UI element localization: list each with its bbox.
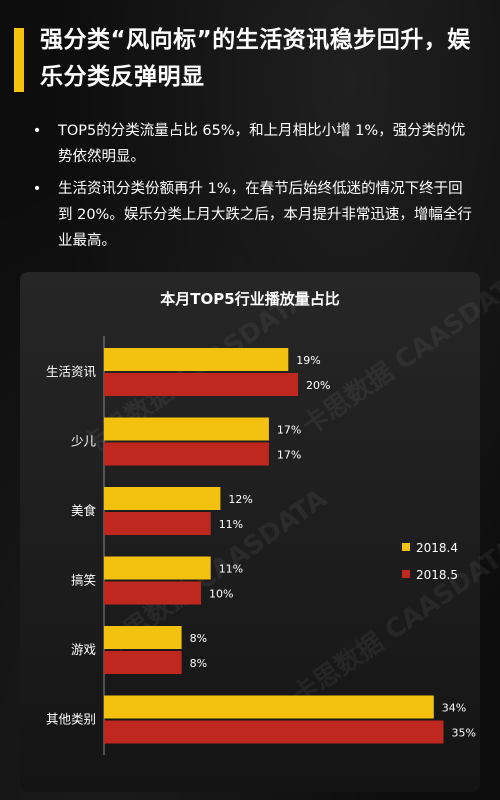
category-label: 少儿 (71, 434, 97, 449)
data-label: 11% (219, 518, 243, 531)
data-label: 35% (452, 727, 476, 740)
bullet-dot-icon: • (32, 181, 42, 197)
header: 强分类“风向标”的生活资讯稳步回升，娱乐分类反弹明显 (14, 22, 484, 96)
legend-swatch (402, 543, 410, 551)
category-label: 生活资讯 (46, 364, 97, 379)
bar-2018.4 (104, 626, 182, 649)
data-label: 20% (306, 379, 330, 392)
bullet-text: TOP5的分类流量占比 65%，和上月相比小增 1%，强分类的优势依然明显。 (58, 123, 466, 165)
chart-panel: 卡思数据 CAASDATA 卡思数据 CAASDATA 卡思数据 CAASDAT… (20, 264, 500, 792)
data-label: 8% (190, 657, 207, 670)
category-label: 其他类别 (46, 712, 96, 727)
bar-2018.5 (104, 442, 269, 466)
bar-2018.5 (104, 512, 211, 535)
bullet-dot-icon: • (32, 123, 42, 139)
category-label: 游戏 (71, 642, 96, 657)
data-label: 34% (442, 702, 466, 715)
data-label: 8% (190, 632, 207, 645)
bar-2018.4 (104, 417, 269, 441)
bar-2018.4 (104, 487, 221, 510)
legend-label: 2018.4 (416, 541, 458, 555)
data-label: 11% (219, 563, 243, 576)
data-label: 10% (209, 588, 233, 601)
bullet-list: • TOP5的分类流量占比 65%，和上月相比小增 1%，强分类的优势依然明显。… (30, 118, 475, 260)
bullet-item: • TOP5的分类流量占比 65%，和上月相比小增 1%，强分类的优势依然明显。 (30, 118, 475, 170)
bar-2018.5 (104, 581, 201, 605)
bullet-text: 生活资讯分类份额再升 1%，在春节后始终低迷的情况下终于回到 20%。娱乐分类上… (58, 181, 472, 249)
category-label: 美食 (71, 503, 97, 518)
data-label: 17% (277, 424, 301, 437)
category-label: 搞笑 (71, 573, 96, 588)
legend-label: 2018.5 (416, 568, 458, 582)
data-label: 12% (228, 493, 252, 506)
chart-title: 本月TOP5行业播放量占比 (160, 290, 340, 308)
bar-2018.4 (104, 556, 211, 580)
bar-2018.5 (104, 373, 298, 396)
bar-2018.5 (104, 651, 182, 674)
bar-2018.4 (104, 348, 289, 371)
bullet-item: • 生活资讯分类份额再升 1%，在春节后始终低迷的情况下终于回到 20%。娱乐分… (30, 176, 475, 254)
accent-bar (14, 28, 24, 92)
page-title: 强分类“风向标”的生活资讯稳步回升，娱乐分类反弹明显 (40, 27, 471, 90)
data-label: 17% (277, 449, 301, 462)
legend-swatch (402, 570, 410, 578)
bar-2018.5 (104, 720, 444, 744)
bar-chart: 生活资讯 19% 20% 少儿 17% 17% 美食 12% 11% 搞笑 11% 10% 游戏 8% 8%… (46, 336, 476, 755)
bar-2018.4 (104, 695, 434, 719)
data-label: 19% (296, 354, 320, 367)
